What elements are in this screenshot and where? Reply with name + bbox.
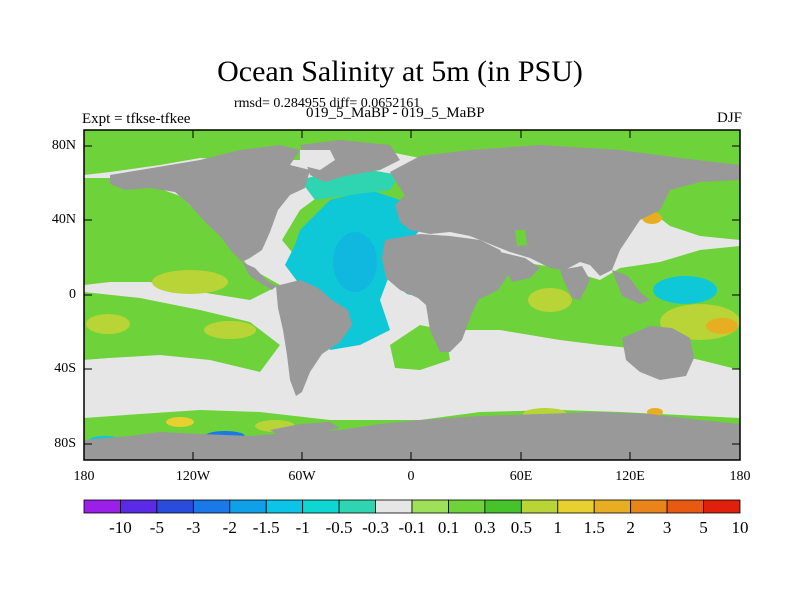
caspian-patch <box>515 230 527 246</box>
colorbar-label: -3 <box>186 518 201 537</box>
runs-label: 019_5_MaBP - 019_5_MaBP <box>306 105 485 121</box>
colorbar-swatch <box>666 499 704 514</box>
southern-band-mid-4 <box>647 408 663 416</box>
lon-label-0: 0 <box>407 469 415 484</box>
colorbar-label: 5 <box>699 518 708 537</box>
southern-band-mid-3 <box>166 417 194 427</box>
colorbar-label: 10 <box>731 518 749 537</box>
colorbar-swatch <box>375 499 413 514</box>
colorbar-swatch <box>448 499 486 514</box>
southeast-asia <box>612 270 650 304</box>
colorbar-swatch <box>192 499 231 514</box>
colorbar-swatch <box>630 499 668 514</box>
colorbar-label: 0.5 <box>510 518 532 537</box>
indian-south-neutral <box>455 330 610 398</box>
lat-label-40s: 40S <box>54 361 76 376</box>
colorbar-swatch <box>83 499 121 514</box>
colorbar-swatch <box>120 499 158 514</box>
spacific-mid-positive-2 <box>204 321 256 339</box>
arabian-peninsula <box>500 252 540 282</box>
eastern-pacific-neutral <box>84 356 280 404</box>
lon-label-120e: 120E <box>615 469 645 484</box>
eurasia <box>390 145 740 276</box>
colorbar-label: 0.1 <box>437 518 460 537</box>
spacific-mid-positive <box>86 314 130 334</box>
arctic-neutral-patch <box>300 150 335 170</box>
arabian-sea-positive <box>528 288 572 312</box>
lat-label-40n: 40N <box>51 212 76 227</box>
colorbar-label: 1 <box>553 518 563 537</box>
wpacific-high-positive <box>706 318 738 334</box>
arctic-positive-band <box>84 130 740 178</box>
lat-label-0: 0 <box>69 287 76 302</box>
colorbar-label: 1.5 <box>583 518 605 537</box>
south-pacific-positive <box>84 292 280 372</box>
colorbar-swatch <box>338 499 376 514</box>
colorbar <box>83 499 741 514</box>
antarctica <box>84 412 740 460</box>
colorbar-label: -0.3 <box>362 518 389 537</box>
colorbar-label: -0.5 <box>325 518 353 537</box>
rmsd-diff-text: rmsd= 0.284955 diff= 0.0652161 <box>234 96 421 111</box>
lon-label-60w: 60W <box>288 469 316 484</box>
australia <box>622 326 694 380</box>
colorbar-label: -5 <box>149 518 164 537</box>
colorbar-label: -0.1 <box>398 518 426 537</box>
indian-ocean-freshening <box>653 276 717 304</box>
lon-label-180w: 180 <box>73 469 95 484</box>
colorbar-swatch <box>593 499 632 514</box>
lon-label-60e: 60E <box>509 469 533 484</box>
colorbar-label: 2 <box>626 518 635 537</box>
pacific-tail-positive <box>652 176 740 240</box>
colorbar-swatch <box>557 499 595 514</box>
colorbar-label: 0.3 <box>474 518 496 537</box>
lat-label-80s: 80S <box>54 436 76 451</box>
colorbar-label: -10 <box>109 518 132 537</box>
atlantic-core-freshening <box>333 232 377 292</box>
colorbar-swatch <box>265 499 304 514</box>
africa <box>382 234 512 352</box>
colorbar-swatch <box>703 499 741 514</box>
npacific-mid-positive <box>152 270 228 294</box>
central-america <box>242 262 276 290</box>
colorbar-swatch <box>156 499 194 514</box>
land <box>84 140 740 460</box>
north-pacific-positive <box>84 178 280 300</box>
colorbar-label: -1 <box>295 518 310 537</box>
lat-label-80n: 80N <box>51 138 76 153</box>
antarctic-peninsula <box>270 422 340 436</box>
india <box>560 266 590 300</box>
lon-label-180e: 180 <box>729 469 751 484</box>
colorbar-label: -2 <box>222 518 237 537</box>
lon-label-120w: 120W <box>175 469 211 484</box>
chart-title: Ocean Salinity at 5m (in PSU) <box>217 55 583 88</box>
south-america <box>276 280 352 396</box>
north-america <box>110 145 310 262</box>
colorbar-swatch <box>520 499 559 514</box>
colorbar-swatch <box>484 499 522 514</box>
colorbar-label: -1.5 <box>252 518 280 537</box>
season-label: DJF <box>716 110 742 126</box>
axis-ticks <box>84 130 740 460</box>
colorbar-swatch <box>302 499 340 514</box>
colorbar-label: 3 <box>662 518 672 537</box>
experiment-label: Expt = tfkse-tfkee <box>82 111 191 127</box>
colorbar-swatch <box>411 499 449 514</box>
colorbar-swatch <box>229 499 267 514</box>
